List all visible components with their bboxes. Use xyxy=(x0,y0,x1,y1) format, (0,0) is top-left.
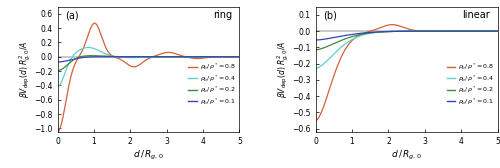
X-axis label: $d\,/\,R_{g,0}$: $d\,/\,R_{g,0}$ xyxy=(133,149,164,162)
Y-axis label: $\beta V_\mathrm{dep}(d)\;R_{g,0}^2/A$: $\beta V_\mathrm{dep}(d)\;R_{g,0}^2/A$ xyxy=(17,40,33,98)
Y-axis label: $\beta V_\mathrm{dep}(d)\;R_{g,0}^2/A$: $\beta V_\mathrm{dep}(d)\;R_{g,0}^2/A$ xyxy=(276,40,291,98)
Text: ring: ring xyxy=(213,10,232,20)
Text: (a): (a) xyxy=(65,10,78,20)
Text: (b): (b) xyxy=(323,10,337,20)
Legend: $\rho_b/\rho^* = 0.8$, $\rho_b/\rho^* = 0.4$, $\rho_b/\rho^* = 0.2$, $\rho_b/\rh: $\rho_b/\rho^* = 0.8$, $\rho_b/\rho^* = … xyxy=(446,62,494,107)
X-axis label: $d\,/\,R_{g,0}$: $d\,/\,R_{g,0}$ xyxy=(391,149,422,162)
Legend: $\rho_b/\rho^* = 0.8$, $\rho_b/\rho^* = 0.4$, $\rho_b/\rho^* = 0.2$, $\rho_b/\rh: $\rho_b/\rho^* = 0.8$, $\rho_b/\rho^* = … xyxy=(188,62,236,107)
Text: linear: linear xyxy=(462,10,490,20)
